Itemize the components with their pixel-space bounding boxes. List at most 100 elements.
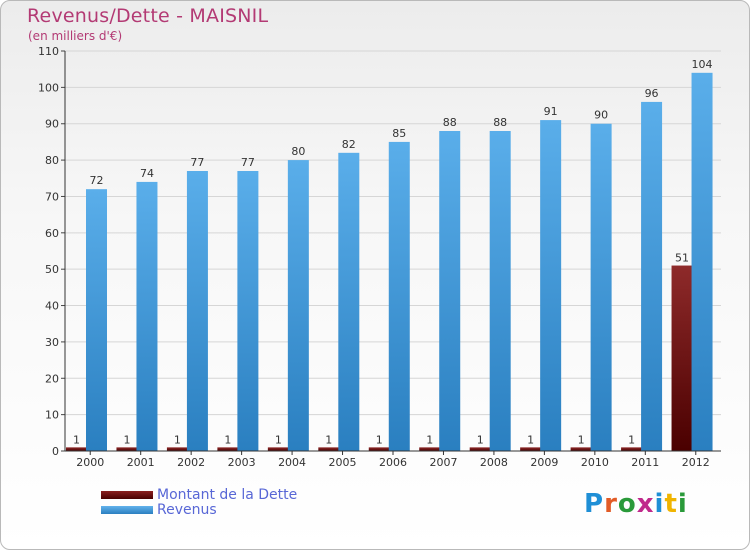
- bar-debt-2009: [520, 447, 542, 451]
- bar-debt-2006: [368, 447, 390, 451]
- y-tick-label: 60: [45, 227, 59, 240]
- bar-revenue-2012: [691, 72, 713, 452]
- legend-swatch-revenue: [101, 505, 153, 514]
- bar-revenue-2011: [641, 101, 663, 451]
- x-tick-label: 2012: [682, 456, 710, 469]
- data-label-debt-2006: 1: [376, 433, 383, 446]
- x-tick-label: 2000: [76, 456, 104, 469]
- bar-revenue-2001: [136, 181, 158, 451]
- data-label-debt-2012: 51: [675, 252, 689, 265]
- x-tick-label: 2008: [480, 456, 508, 469]
- data-label-revenue-2000: 72: [90, 174, 104, 187]
- chart-subtitle: (en milliers d'€): [28, 29, 123, 43]
- data-label-revenue-2007: 88: [443, 116, 457, 129]
- y-tick-label: 110: [38, 45, 59, 58]
- x-tick-label: 2003: [228, 456, 256, 469]
- bar-debt-2001: [116, 447, 138, 451]
- y-axis: 0 10 20 30 40 50 60 70 80 90 100 110: [38, 45, 66, 458]
- logo-letter: i: [677, 489, 688, 519]
- legend-label-revenue: Revenus: [157, 501, 217, 518]
- bars: [66, 72, 713, 452]
- data-label-debt-2004: 1: [275, 433, 282, 446]
- bar-debt-2011: [621, 447, 643, 451]
- logo-letter: i: [654, 489, 665, 519]
- bar-debt-2004: [267, 447, 289, 451]
- bar-debt-2003: [217, 447, 239, 451]
- x-tick-label: 2005: [329, 456, 357, 469]
- y-tick-label: 90: [45, 118, 59, 131]
- data-label-revenue-2005: 82: [342, 138, 356, 151]
- chart-title: Revenus/Dette - MAISNIL: [27, 5, 269, 27]
- legend: Montant de la Dette Revenus: [101, 486, 298, 518]
- legend-item-revenue: Revenus: [101, 501, 297, 518]
- data-label-revenue-2004: 80: [291, 145, 305, 158]
- data-label-revenue-2012: 104: [692, 58, 713, 71]
- x-tick-label: 2011: [631, 456, 659, 469]
- data-label-debt-2005: 1: [325, 433, 332, 446]
- bar-debt-2012: [671, 265, 693, 451]
- x-tick-label: 2010: [581, 456, 609, 469]
- logo-letter: r: [604, 489, 618, 519]
- data-label-revenue-2006: 85: [392, 127, 406, 140]
- data-label-revenue-2011: 96: [645, 87, 659, 100]
- bar-debt-2005: [318, 447, 340, 451]
- data-label-debt-2010: 1: [578, 433, 585, 446]
- data-label-debt-2008: 1: [477, 433, 484, 446]
- grid-lines: [65, 50, 721, 452]
- data-label-debt-2002: 1: [174, 433, 181, 446]
- data-label-revenue-2001: 74: [140, 167, 154, 180]
- bar-revenue-2000: [86, 189, 107, 451]
- legend-swatch-debt: [101, 490, 153, 499]
- y-tick-label: 40: [45, 300, 59, 313]
- logo-letter: x: [636, 489, 655, 519]
- logo-letter: P: [584, 489, 605, 519]
- bar-revenue-2003: [237, 171, 259, 451]
- y-tick-label: 80: [45, 154, 59, 167]
- x-axis: 2000 2001 2002 2003 2004 2005 2006 2007 2008 2009…: [65, 450, 721, 469]
- y-tick-label: 50: [45, 263, 59, 276]
- y-tick-label: 70: [45, 190, 59, 203]
- data-label-debt-2001: 1: [123, 433, 130, 446]
- bar-debt-2007: [419, 447, 441, 451]
- logo-letter: t: [664, 489, 678, 519]
- x-tick-label: 2002: [177, 456, 205, 469]
- data-label-debt-2000: 1: [73, 433, 80, 446]
- bar-revenue-2004: [287, 160, 309, 451]
- bar-revenue-2007: [439, 131, 461, 451]
- bar-revenue-2010: [590, 123, 612, 452]
- data-label-revenue-2010: 90: [594, 109, 608, 122]
- data-label-debt-2007: 1: [426, 433, 433, 446]
- x-tick-label: 2007: [429, 456, 457, 469]
- data-label-debt-2003: 1: [224, 433, 231, 446]
- data-label-debt-2009: 1: [527, 433, 534, 446]
- bar-revenue-2005: [338, 152, 360, 451]
- data-label-debt-2011: 1: [628, 433, 635, 446]
- data-labels: 1 72 1 74 1 77 1 77 1 80 1 82 1 85 1 88 1 88 1 91 1 90 1 96 51 10…: [73, 58, 713, 447]
- bar-revenue-2006: [388, 141, 410, 451]
- proxiti-logo: Proxiti: [584, 489, 688, 519]
- bar-debt-2008: [469, 447, 491, 451]
- bar-debt-2000: [66, 447, 87, 451]
- legend-item-debt: Montant de la Dette: [101, 486, 298, 503]
- data-label-revenue-2002: 77: [190, 156, 204, 169]
- y-tick-label: 100: [38, 81, 59, 94]
- legend-label-debt: Montant de la Dette: [157, 486, 298, 503]
- x-tick-label: 2006: [379, 456, 407, 469]
- data-label-revenue-2008: 88: [493, 116, 507, 129]
- y-tick-label: 30: [45, 336, 59, 349]
- data-label-revenue-2003: 77: [241, 156, 255, 169]
- logo-letter: o: [617, 489, 637, 519]
- bar-revenue-2008: [489, 131, 511, 451]
- bar-revenue-2002: [186, 171, 208, 451]
- x-tick-label: 2009: [530, 456, 558, 469]
- y-tick-label: 0: [52, 445, 59, 458]
- bar-debt-2010: [570, 447, 592, 451]
- x-tick-label: 2004: [278, 456, 306, 469]
- y-tick-label: 20: [45, 372, 59, 385]
- x-tick-label: 2001: [127, 456, 155, 469]
- bar-revenue-2009: [540, 120, 562, 451]
- bar-debt-2002: [166, 447, 188, 451]
- data-label-revenue-2009: 91: [544, 105, 558, 118]
